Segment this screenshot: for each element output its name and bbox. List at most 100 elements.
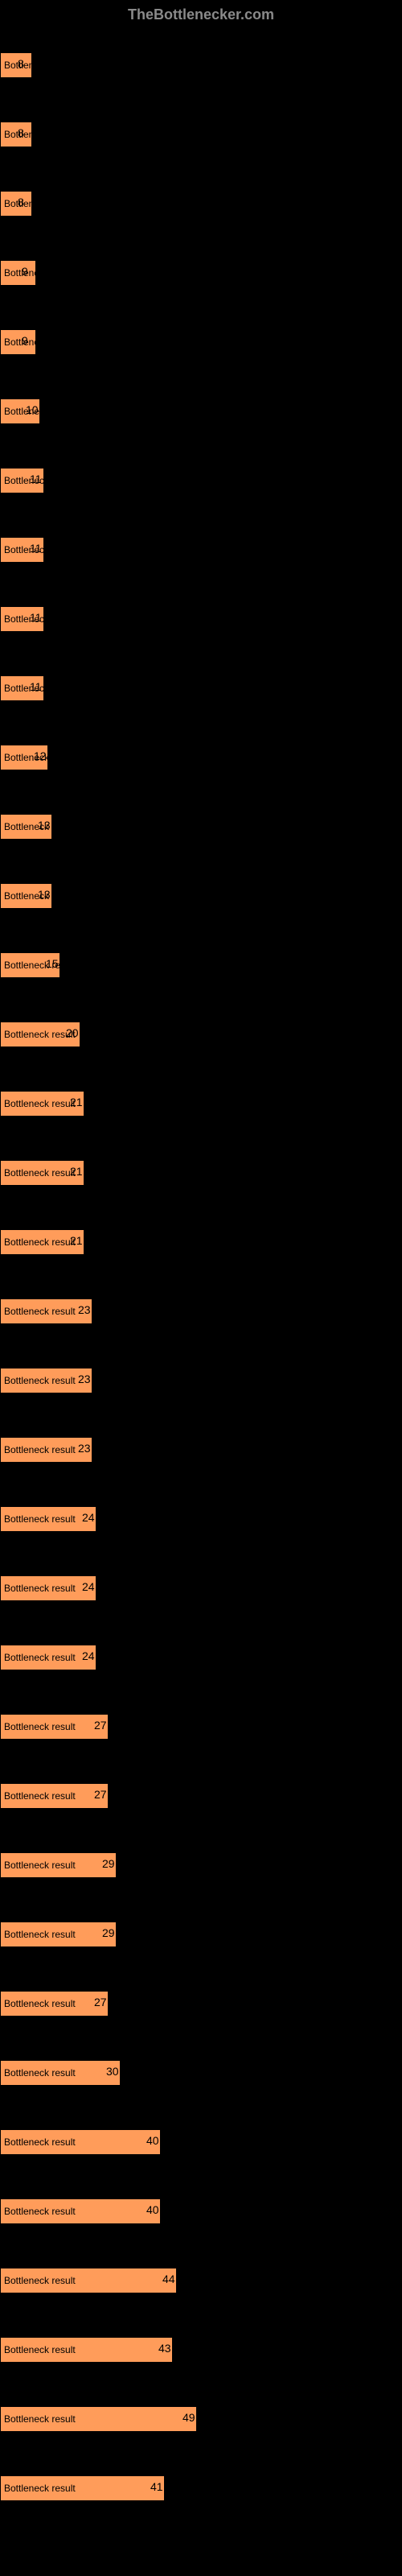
page-header: TheBottlenecker.com <box>0 0 402 28</box>
bar-value: 24 <box>82 1580 95 1593</box>
chart-bar: Bottleneck result <box>0 1922 117 1947</box>
bar-label: Bottleneck result <box>4 2136 76 2148</box>
bar-label: Bottleneck result <box>4 1998 76 2009</box>
chart-row: Bottleneck result12 <box>0 720 402 790</box>
chart-row: Bottleneck result 29 <box>0 1828 402 1897</box>
bar-value: 10 <box>26 403 39 416</box>
brand-text: TheBottlenecker.com <box>128 6 274 23</box>
chart-bar: Bottleneck result <box>0 2060 121 2086</box>
chart-row: Bottleneck result13 <box>0 790 402 859</box>
bar-value: 8 <box>18 126 24 139</box>
bar-value: 23 <box>78 1303 91 1316</box>
chart-row: Bottleneck result9 <box>0 305 402 374</box>
chart-row: Bottleneck result8 <box>0 97 402 167</box>
chart-bar: Bottleneck result <box>0 260 36 286</box>
bar-label: Bottleneck result <box>4 2206 76 2217</box>
bar-value: 49 <box>183 2411 195 2424</box>
chart-row: Bottleneck result 27 <box>0 1690 402 1759</box>
bar-label: Bottleneck result <box>4 1860 76 1871</box>
bar-value: 24 <box>82 1511 95 1524</box>
chart-bar: Bottleneck result <box>0 191 32 217</box>
chart-row: Bottleneck result 49 <box>0 2382 402 2451</box>
chart-row: Bottleneck result11 <box>0 582 402 651</box>
bar-label: Bottleneck result <box>4 1375 76 1386</box>
bar-value: 40 <box>146 2203 159 2216</box>
bar-value: 21 <box>70 1234 83 1247</box>
chart-bar: Bottleneck result <box>0 2406 197 2432</box>
bar-value: 9 <box>22 334 28 347</box>
chart-bar: Bottleneck result <box>0 1783 109 1809</box>
bar-value: 27 <box>94 1719 107 1732</box>
chart-row: Bottleneck result23 <box>0 1274 402 1344</box>
chart-bar: Bottleneck result <box>0 2198 161 2224</box>
bar-label: Bottleneck result <box>4 2344 76 2355</box>
bar-value: 8 <box>18 196 24 208</box>
chart-row: Bottleneck result 24 <box>0 1482 402 1551</box>
chart-row: Bottleneck result23 <box>0 1344 402 1413</box>
bar-value: 27 <box>94 1996 107 2008</box>
bar-value: 30 <box>106 2065 119 2078</box>
chart-row: Bottleneck result9 <box>0 236 402 305</box>
chart-bar: Bottleneck result <box>0 2129 161 2155</box>
chart-row: Bottleneck result23 <box>0 1413 402 1482</box>
bar-value: 15 <box>46 957 59 970</box>
bar-value: 12 <box>34 749 47 762</box>
chart-bar: Bottleneck result <box>0 2268 177 2293</box>
chart-row: Bottleneck result21 <box>0 1136 402 1205</box>
bar-value: 11 <box>30 680 42 693</box>
bar-label: Bottleneck result <box>4 1098 76 1109</box>
bottleneck-chart: Bottleneck result8Bottleneck result8Bott… <box>0 28 402 2520</box>
bar-value: 21 <box>70 1165 83 1178</box>
chart-row: Bottleneck result 29 <box>0 1897 402 1967</box>
bar-value: 27 <box>94 1788 107 1801</box>
bar-value: 41 <box>150 2480 163 2493</box>
chart-row: Bottleneck result13 <box>0 859 402 928</box>
bar-value: 23 <box>78 1373 91 1385</box>
chart-row: Bottleneck result8 <box>0 167 402 236</box>
bar-label: Bottleneck result <box>4 1513 76 1525</box>
chart-row: Bottleneck result15 <box>0 928 402 997</box>
chart-row: Bottleneck result 27 <box>0 1967 402 2036</box>
chart-row: Bottleneck result11 <box>0 513 402 582</box>
bar-value: 11 <box>30 473 42 485</box>
chart-bar: Bottleneck result <box>0 122 32 147</box>
bar-value: 13 <box>38 888 51 901</box>
chart-row: Bottleneck result24 <box>0 1620 402 1690</box>
chart-row: Bottleneck result10 <box>0 374 402 444</box>
bar-value: 29 <box>102 1857 115 1870</box>
bar-label: Bottleneck result <box>4 1167 76 1179</box>
chart-row: Bottleneck result 40 <box>0 2174 402 2244</box>
chart-row: Bottleneck result 40 <box>0 2105 402 2174</box>
chart-row: Bottleneck result 41 <box>0 2451 402 2520</box>
chart-row: Bottleneck result 30 <box>0 2036 402 2105</box>
bar-label: Bottleneck result <box>4 2275 76 2286</box>
bar-label: Bottleneck result <box>4 1306 76 1317</box>
bar-label: Bottleneck result <box>4 1790 76 1802</box>
bar-value: 11 <box>30 611 42 624</box>
bar-label: Bottleneck result <box>4 267 36 279</box>
chart-row: Bottleneck result43 <box>0 2313 402 2382</box>
chart-bar: Bottleneck result <box>0 52 32 78</box>
chart-row: Bottleneck result20 <box>0 997 402 1067</box>
chart-row: Bottleneck result 27 <box>0 1759 402 1828</box>
chart-bar: Bottleneck result <box>0 2475 165 2501</box>
bar-value: 11 <box>30 542 42 555</box>
chart-row: Bottleneck result21 <box>0 1067 402 1136</box>
bar-label: Bottleneck result <box>4 1652 76 1663</box>
bar-label: Bottleneck result <box>4 1929 76 1940</box>
bar-label: Bottleneck result <box>4 1029 76 1040</box>
bar-label: Bottleneck result <box>4 2483 76 2494</box>
bar-value: 9 <box>22 265 28 278</box>
bar-label: Bottleneck result <box>4 2067 76 2079</box>
bar-value: 20 <box>66 1026 79 1039</box>
chart-row: Bottleneck result 24 <box>0 1551 402 1620</box>
bar-label: Bottleneck result <box>4 2413 76 2425</box>
chart-row: Bottleneck result11 <box>0 651 402 720</box>
bar-value: 29 <box>102 1926 115 1939</box>
bar-label: Bottleneck result <box>4 1583 76 1594</box>
chart-bar: Bottleneck result <box>0 1852 117 1878</box>
chart-row: Bottleneck result11 <box>0 444 402 513</box>
chart-row: Bottleneck result44 <box>0 2244 402 2313</box>
bar-label: Bottleneck result <box>4 1721 76 1732</box>
bar-value: 40 <box>146 2134 159 2147</box>
